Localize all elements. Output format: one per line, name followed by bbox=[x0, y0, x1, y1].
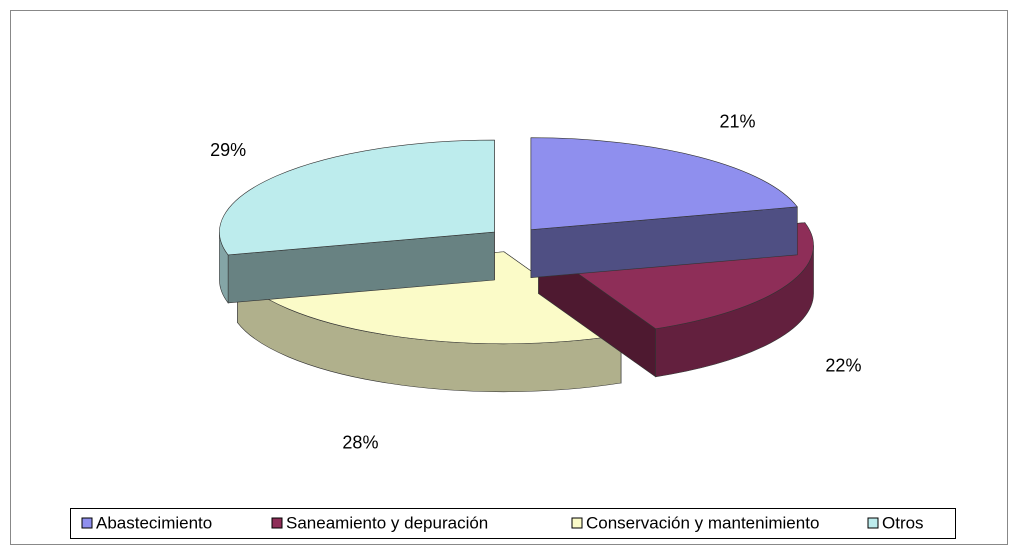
legend-label: Conservación y mantenimiento bbox=[586, 513, 819, 532]
legend-label: Saneamiento y depuración bbox=[286, 513, 488, 532]
data-label: 22% bbox=[825, 355, 861, 375]
legend: Abastecimiento Saneamiento y depuración Co… bbox=[81, 513, 924, 532]
legend-label: Abastecimiento bbox=[96, 513, 212, 532]
slice-top bbox=[219, 139, 495, 256]
slice bbox=[219, 139, 495, 304]
slice-top bbox=[530, 137, 798, 231]
slice bbox=[530, 137, 798, 279]
legend-swatch bbox=[867, 517, 879, 529]
legend-box bbox=[70, 508, 956, 539]
legend-swatch bbox=[571, 517, 583, 529]
data-label: 21% bbox=[719, 112, 755, 132]
legend-swatch bbox=[81, 517, 93, 529]
legend-label: Otros bbox=[882, 513, 924, 532]
data-label: 29% bbox=[210, 140, 246, 160]
data-label: 28% bbox=[342, 432, 378, 452]
legend-swatch bbox=[271, 517, 283, 529]
pie: 28% 22% 29% 21% bbox=[210, 112, 861, 453]
